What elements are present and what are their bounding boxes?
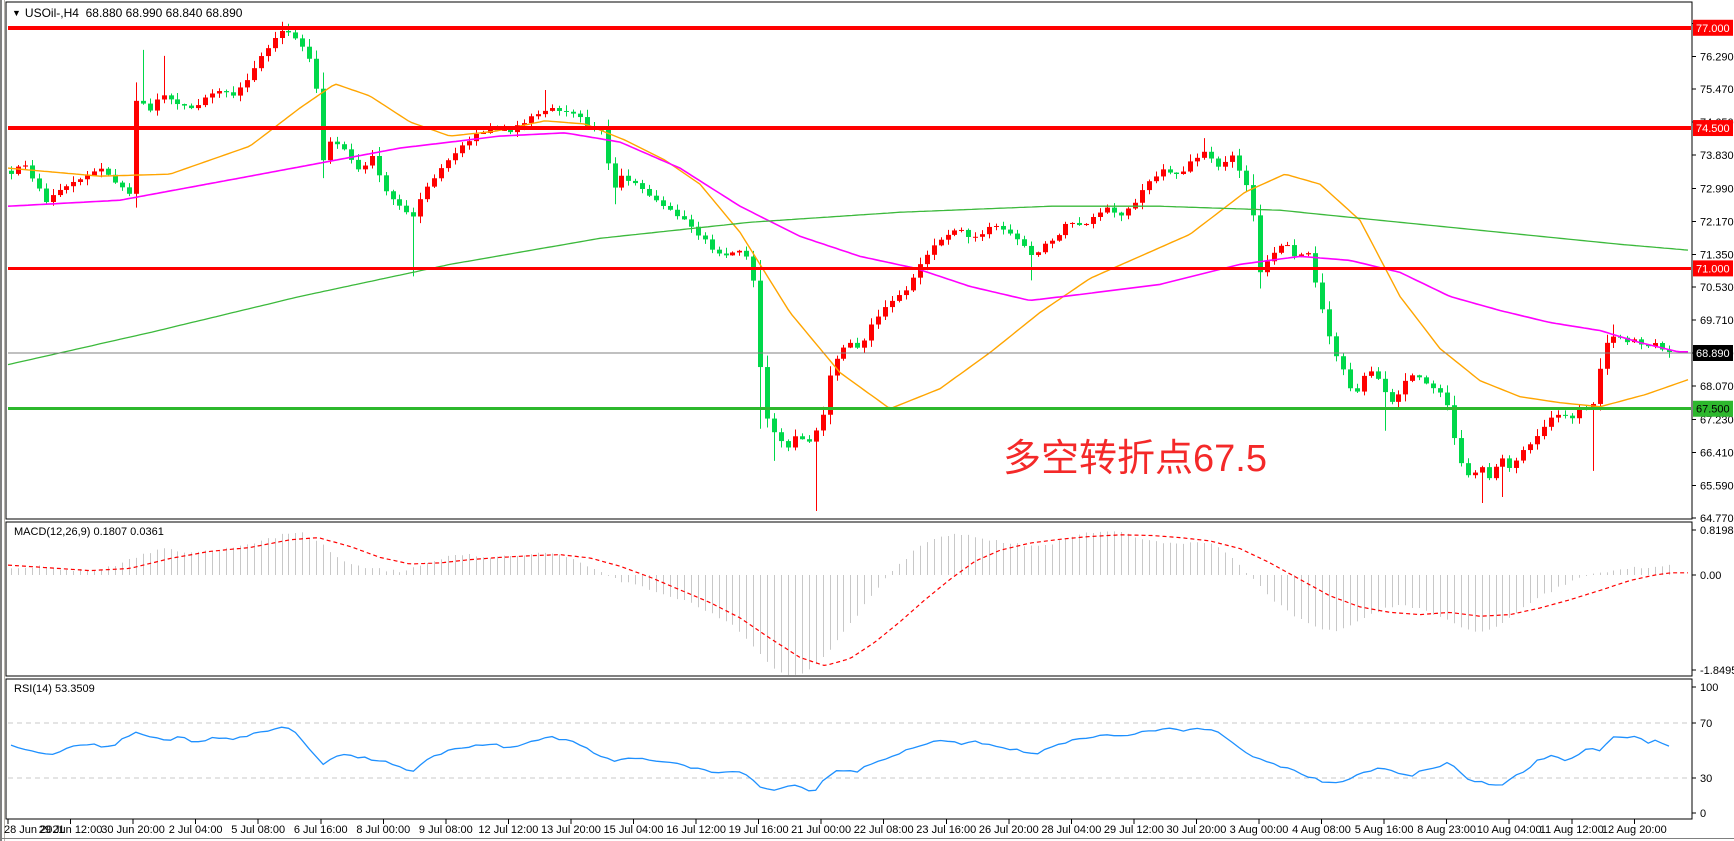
rsi-line: [10, 726, 1670, 792]
time-axis-label: 4 Aug 08:00: [1292, 824, 1351, 836]
time-axis-label: 2 Jul 04:00: [169, 824, 223, 836]
time-axis-label: 12 Jul 12:00: [478, 824, 538, 836]
price-tick-label: 64.770: [1700, 513, 1734, 525]
price-tick-label: 66.410: [1700, 447, 1734, 459]
time-axis-label: 10 Aug 04:00: [1477, 824, 1542, 836]
time-axis-label: 30 Jul 20:00: [1166, 824, 1226, 836]
price-tick-label: 67.230: [1700, 415, 1734, 427]
time-axis-label: 29 Jul 12:00: [1104, 824, 1164, 836]
time-axis-label: 9 Jul 08:00: [419, 824, 473, 836]
window-bottom-border: [0, 838, 1734, 839]
ohlc-values: 68.880 68.990 68.840 68.890: [85, 6, 243, 20]
time-axis-label: 19 Jul 16:00: [729, 824, 789, 836]
panel-borders: [5, 1, 1693, 820]
chevron-down-icon[interactable]: ▼: [12, 8, 21, 18]
price-marker-label: 71.000: [1696, 263, 1730, 275]
time-axis-label: 21 Jul 00:00: [791, 824, 851, 836]
symbol-ohlc-readout: ▼ USOil-,H4 68.880 68.990 68.840 68.890: [12, 6, 242, 20]
rsi-axis-label: 100: [1700, 682, 1718, 694]
time-axis-label: 12 Aug 20:00: [1602, 824, 1667, 836]
medium-ma-line: [7, 132, 1688, 353]
time-axis-label: 6 Jul 16:00: [294, 824, 348, 836]
macd-signal-line: [7, 534, 1688, 667]
time-axis-label: 13 Jul 20:00: [541, 824, 601, 836]
chart-annotation-text: 多空转折点67.5: [1003, 438, 1267, 480]
macd-axis-label: 0.00: [1700, 570, 1721, 582]
time-axis-label: 5 Jul 08:00: [231, 824, 285, 836]
rsi-axis-label: 0: [1700, 808, 1706, 820]
time-axis-label: 30 Jun 20:00: [101, 824, 165, 836]
moving-averages: [7, 83, 1689, 409]
fast-ma-line: [7, 83, 1689, 409]
macd-panel[interactable]: 0.8198 0.00 -1.8495: [7, 525, 1734, 677]
price-marker-67.500: [1693, 400, 1733, 417]
window-left-border-inner: [4, 0, 5, 841]
window-left-border: [0, 0, 2, 841]
macd-axis-label: 0.8198: [1700, 525, 1734, 537]
price-marker-label: 68.890: [1696, 348, 1730, 360]
price-marker-77.000: [1693, 19, 1733, 36]
time-axis-label: 11 Aug 12:00: [1540, 824, 1604, 836]
price-tick-label: 70.530: [1700, 282, 1734, 294]
time-axis-label: 29 Jun 12:00: [39, 824, 103, 836]
candles: [9, 21, 1672, 511]
rsi-axis-label: 30: [1700, 773, 1712, 785]
price-tick-label: 76.290: [1700, 51, 1734, 63]
time-axis-label: 26 Jul 20:00: [979, 824, 1039, 836]
rsi-panel[interactable]: 100 70 30 0: [8, 682, 1718, 820]
time-axis-label: 3 Aug 00:00: [1230, 824, 1289, 836]
time-axis-label: 22 Jul 08:00: [854, 824, 914, 836]
price-tick-label: 73.830: [1700, 150, 1734, 162]
rsi-indicator-label: RSI(14) 53.3509: [14, 683, 95, 695]
price-tick-label: 71.350: [1700, 249, 1734, 261]
time-axis-label: 8 Jul 00:00: [356, 824, 410, 836]
macd-axis-label: -1.8495: [1700, 665, 1734, 677]
time-axis-label: 28 Jul 04:00: [1041, 824, 1101, 836]
price-tick-label: 75.470: [1700, 84, 1734, 96]
price-marker-74.500: [1693, 120, 1733, 137]
time-axis-label: 28 Jun 2021: [4, 824, 65, 836]
time-axis-label: 23 Jul 16:00: [916, 824, 976, 836]
price-tick-label: 72.170: [1700, 216, 1734, 228]
slow-ma-line: [7, 205, 1689, 366]
price-tick-label: 65.590: [1700, 480, 1734, 492]
symbol-period-label: USOil-,H4: [24, 6, 79, 20]
time-axis-label: 5 Aug 16:00: [1355, 824, 1414, 836]
price-tick-label: 69.710: [1700, 315, 1734, 327]
time-axis-label: 16 Jul 12:00: [666, 824, 726, 836]
price-marker-68.890: [1693, 345, 1733, 361]
price-tick-label: 68.070: [1700, 381, 1734, 393]
price-marker-label: 67.500: [1696, 404, 1730, 416]
price-marker-71.000: [1693, 260, 1733, 277]
horizontal-level-lines: [8, 25, 1691, 411]
time-axis-label: 8 Aug 23:00: [1417, 824, 1476, 836]
time-axis-label: 15 Jul 04:00: [604, 824, 664, 836]
price-tick-label: 72.990: [1700, 184, 1734, 196]
price-marker-label: 74.500: [1696, 123, 1730, 135]
macd-indicator-label: MACD(12,26,9) 0.1807 0.0361: [14, 526, 164, 538]
price-axis[interactable]: 77.11076.29075.47074.65073.83072.99072.1…: [1692, 18, 1734, 525]
price-marker-label: 77.000: [1696, 23, 1730, 35]
rsi-axis-label: 70: [1700, 718, 1712, 730]
